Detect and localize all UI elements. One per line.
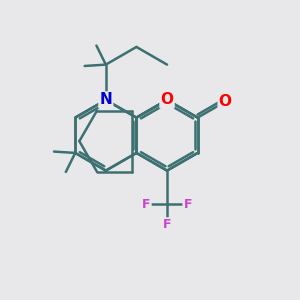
Text: F: F (183, 198, 192, 211)
Text: O: O (219, 94, 232, 109)
Text: N: N (100, 92, 112, 107)
Text: F: F (163, 218, 171, 231)
Text: O: O (160, 92, 173, 107)
Text: F: F (142, 198, 151, 211)
